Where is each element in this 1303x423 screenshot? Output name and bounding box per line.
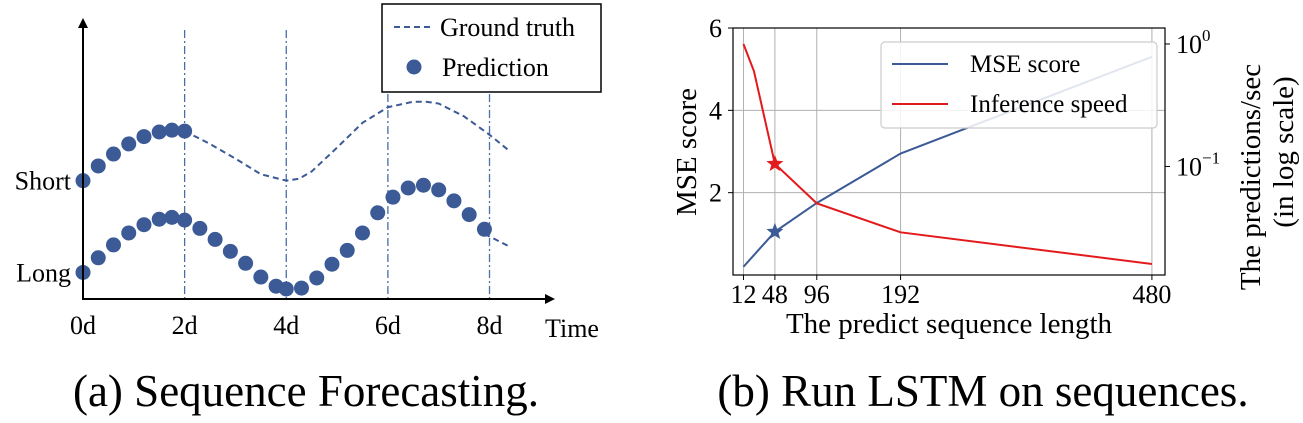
b-y2-tick-label: 100 [1176,26,1211,59]
a-ground-truth-lines [184,100,511,248]
a-prediction-point-long [90,250,106,266]
a-prediction-point-long [207,231,223,247]
a-prediction-point-long [415,177,431,193]
a-y-tick-labels: Short Long [15,167,72,288]
a-prediction-point-long [400,180,416,196]
a-prediction-point-long [294,280,309,296]
a-prediction-point-long [370,205,386,221]
a-legend: Ground truth Prediction [381,3,602,93]
b-plot-frame [732,27,1166,276]
a-prediction-point-long [476,221,492,237]
b-legend-speed-label: Inference speed [970,91,1128,118]
b-y-axis-label: MSE score [671,88,703,216]
a-prediction-point-long [339,242,355,258]
b-x-tick-label: 480 [1132,280,1171,309]
a-prediction-point-long [105,237,121,253]
a-prediction-point-long [192,220,208,236]
a-prediction-point-short [90,158,106,174]
a-prediction-point-short [105,146,121,162]
a-legend-prediction-label: Prediction [442,53,549,82]
b-inference-speed-line [742,43,1153,265]
a-prediction-point-long [253,269,269,285]
a-legend-box [381,3,602,93]
b-y2-axis-label-line2: (in log scale) [1268,76,1300,227]
a-prediction-point-long [278,281,294,297]
a-x-axis-label: Time [545,314,599,343]
b-star-markers [766,154,784,240]
a-prediction-point-long [136,217,152,233]
b-y2-tick-exponent: −1 [1202,148,1220,167]
a-x-tick-label: 0d [70,311,96,340]
a-caption: (a) Sequence Forecasting. [73,366,539,416]
a-prediction-point-long [385,189,401,205]
a-prediction-point-long [238,255,254,271]
b-legend-box [880,41,1158,129]
a-prediction-point-long [446,193,462,209]
a-prediction-points [75,122,492,297]
a-prediction-point-long [354,225,370,241]
a-prediction-point-short [164,122,180,138]
a-prediction-point-long [461,207,477,223]
a-prediction-point-long [121,225,137,241]
b-mse-star-marker [766,222,784,240]
b-y2-tick-labels: 100 10−1 [1165,26,1220,181]
a-prediction-point-short [136,129,152,145]
b-legend: MSE score Inference speed [880,41,1158,129]
b-speed-star-marker [766,154,784,172]
a-prediction-point-short [177,123,193,139]
a-x-tick-label: 4d [273,311,299,340]
b-y-tick-label: 2 [709,179,722,208]
b-x-tick-label: 12 [730,280,756,309]
a-y-tick-label: Long [16,258,71,287]
a-legend-prediction-swatch [406,59,422,75]
a-ground-truth-long [483,233,511,248]
b-y-tick-labels: 2 4 6 [709,14,733,208]
a-prediction-point-long [151,211,167,227]
a-prediction-point-long [324,256,340,272]
a-prediction-point-long [164,209,180,225]
b-x-tick-label: 96 [804,280,830,309]
a-legend-ground-truth-label: Ground truth [440,13,575,42]
a-prediction-point-long [177,212,193,228]
a-prediction-point-long [222,243,238,259]
a-prediction-point-long [309,270,325,286]
b-y-tick-label: 4 [709,96,722,125]
b-x-axis-label: The predict sequence length [786,308,1113,340]
b-legend-mse-label: MSE score [970,51,1080,78]
a-y-tick-label: Short [15,167,72,196]
a-x-tick-label: 8d [477,311,503,340]
b-caption: (b) Run LSTM on sequences. [717,366,1248,416]
b-x-tick-label: 48 [762,280,788,309]
b-x-tick-label: 192 [881,280,920,309]
a-prediction-point-short [121,136,137,152]
a-x-tick-label: 2d [172,311,198,340]
b-x-tick-labels: 12 48 96 192 480 [730,275,1171,309]
b-y2-tick-exponent: 0 [1202,26,1211,45]
b-y2-tick-label: 10−1 [1176,148,1220,181]
a-prediction-point-long [431,182,447,198]
b-y-tick-label: 6 [709,14,722,43]
b-y2-axis-label-line1: The predictions/sec [1235,64,1267,290]
panel-a-sequence-forecasting: 0d 2d 4d 6d 8d Short Long Time Ground truth P… [15,3,602,416]
a-x-tick-label: 6d [375,311,401,340]
panel-b-run-lstm: 12 48 96 192 480 2 4 6 100 10−1 The predict seq… [671,14,1300,416]
a-prediction-point-short [151,124,167,140]
a-x-tick-labels: 0d 2d 4d 6d 8d [70,311,503,340]
a-ground-truth-short [184,100,511,182]
